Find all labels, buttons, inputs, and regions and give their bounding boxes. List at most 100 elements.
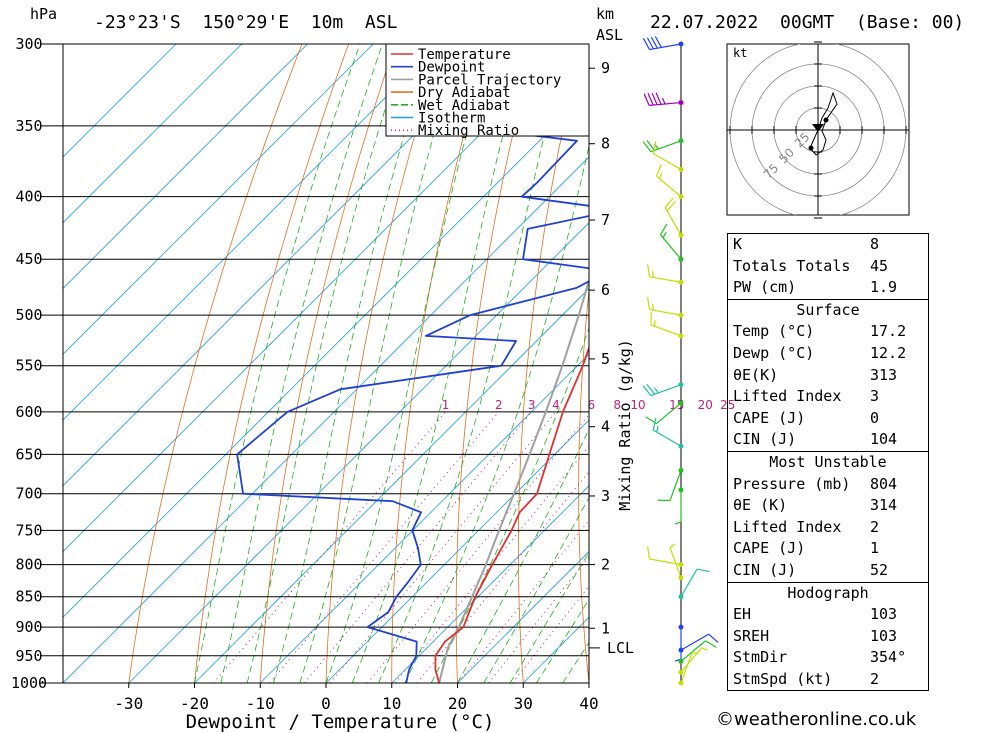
wind-barb-flag xyxy=(643,93,650,106)
temperature-tick-label: 0 xyxy=(321,694,331,713)
isotherm-line xyxy=(63,44,571,553)
wind-barb-flag xyxy=(652,417,657,431)
mixing-ratio-label: 8 xyxy=(614,398,622,412)
section-title: Hodograph xyxy=(787,583,869,602)
wind-barb-staff xyxy=(664,207,682,236)
height-tick-label: 2 xyxy=(601,556,610,574)
storm-motion-marker xyxy=(812,124,824,132)
index-value: 12.2 xyxy=(870,343,907,362)
wind-barb-flag xyxy=(650,36,658,49)
wind-barb-half-flag xyxy=(658,172,663,179)
index-label: Pressure (mb) xyxy=(733,474,851,493)
wind-barb-flag xyxy=(647,546,651,560)
height-tick-label: 6 xyxy=(601,281,610,299)
parcel-trajectory-line xyxy=(438,277,589,683)
pressure-tick-label: 500 xyxy=(15,306,42,324)
wind-barb-half-flag xyxy=(654,387,659,394)
wind-barb-half-flag xyxy=(701,647,708,651)
mixing-ratio-label: 2 xyxy=(495,398,503,412)
wind-barb-staff xyxy=(650,384,682,397)
plot-frame xyxy=(62,43,590,684)
dry-adiabat-line xyxy=(694,44,722,683)
wind-barb xyxy=(678,568,710,600)
wind-barb xyxy=(647,546,684,568)
wind-barb-staff xyxy=(669,470,682,501)
copyright-link[interactable]: ©weatheronline.co.uk xyxy=(716,709,917,730)
height-axis: 1 2 3 4 5 6 7 8 9 LCL xyxy=(589,59,634,657)
wind-barb xyxy=(674,624,684,662)
index-row: Temp (°C) 17.2 xyxy=(728,321,928,343)
isotherm-line xyxy=(259,353,589,683)
wind-barb xyxy=(642,382,684,397)
index-row: CIN (J) 52 xyxy=(728,560,928,582)
wind-barb-staff xyxy=(649,276,682,283)
index-value: 8 xyxy=(870,235,880,253)
pressure-tick-label: 300 xyxy=(15,35,42,53)
height-tick-label: 9 xyxy=(601,59,610,77)
index-value: 313 xyxy=(870,365,898,384)
temperature-tick-label: -30 xyxy=(114,694,143,713)
wind-barb-flag xyxy=(654,36,662,48)
isotherm-line xyxy=(63,44,440,421)
wet-adiabat-line xyxy=(325,44,492,683)
index-row: Pressure (mb) 804 xyxy=(728,474,928,496)
wind-barb-flag xyxy=(652,140,657,154)
wind-profile xyxy=(642,36,719,686)
index-label: K xyxy=(733,235,743,253)
index-value: 103 xyxy=(870,626,898,645)
wind-barb-staff xyxy=(680,568,698,598)
temperature-tick-label: 10 xyxy=(382,694,401,713)
index-row: Lifted Index 3 xyxy=(728,386,928,408)
dry-adiabat-line xyxy=(194,44,349,683)
index-label: Temp (°C) xyxy=(733,322,815,341)
mixing-ratio-label: 3 xyxy=(528,398,536,412)
mixing-ratio-label: 10 xyxy=(630,398,645,412)
hodograph-point xyxy=(808,145,814,151)
wind-barb-staff xyxy=(669,547,682,578)
wind-barb-staff xyxy=(652,152,682,170)
mixing-ratio-line xyxy=(213,411,446,683)
wind-barb-staff xyxy=(659,234,682,260)
index-value: 45 xyxy=(870,256,889,275)
legend-label: Isotherm xyxy=(418,111,485,127)
isotherm-line xyxy=(128,222,589,683)
wind-barb xyxy=(647,264,684,285)
legend-label: Temperature xyxy=(418,47,511,63)
index-value: 1 xyxy=(870,539,880,558)
index-row: CAPE (J) 1 xyxy=(728,538,928,560)
wind-barb-half-flag xyxy=(661,97,666,105)
mixing-ratio-label: 20 xyxy=(698,398,713,412)
pressure-tick-label: 700 xyxy=(15,485,42,503)
index-row: Totals Totals 45 xyxy=(728,256,928,278)
wind-barb-flag xyxy=(647,264,651,277)
isotherm-line xyxy=(63,44,177,158)
pressure-tick-label: 400 xyxy=(15,188,42,206)
sounding-profiles xyxy=(236,44,589,683)
height-tick-label: 1 xyxy=(601,619,610,637)
mixing-ratio-line xyxy=(394,445,589,683)
legend-label: Mixing Ratio xyxy=(418,123,519,139)
index-value: 1.9 xyxy=(870,278,898,297)
wind-barb xyxy=(669,543,684,581)
mixing-ratio-label: 4 xyxy=(552,398,560,412)
height-tick-label: 5 xyxy=(601,350,610,368)
index-row: EH 103 xyxy=(728,604,928,626)
wind-barb-staff xyxy=(680,633,710,651)
index-row: θE (K) 314 xyxy=(728,495,928,517)
isotherm-line xyxy=(63,44,308,290)
wind-barb-half-flag xyxy=(651,303,655,311)
index-label: CIN (J) xyxy=(733,560,797,579)
index-value: 2 xyxy=(870,517,880,536)
pressure-tick-label: 750 xyxy=(15,521,42,539)
wind-barb-flag xyxy=(666,200,676,212)
pressure-tick-label: 600 xyxy=(15,403,42,421)
index-value: 804 xyxy=(870,474,898,493)
wind-barb xyxy=(650,312,684,339)
wind-barb xyxy=(642,138,684,153)
wet-adiabat-line xyxy=(351,44,528,683)
index-label: CAPE (J) xyxy=(733,408,806,427)
wet-adiabat-line xyxy=(404,144,589,683)
